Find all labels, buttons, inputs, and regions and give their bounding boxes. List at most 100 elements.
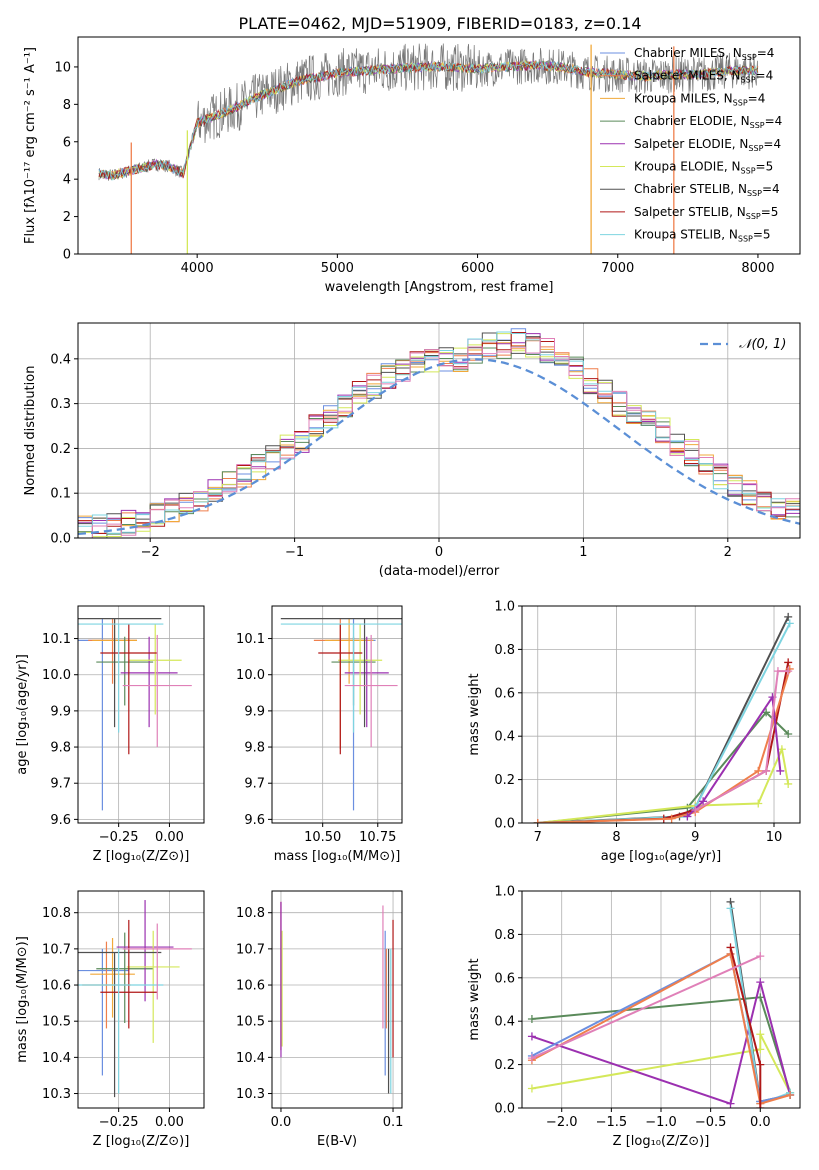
x-tick-label: 0 <box>435 545 443 560</box>
plot-area <box>78 328 800 538</box>
x-tick-label: −0.25 <box>99 1115 139 1130</box>
legend-entry: Salpeter MILES, NSSP=4 <box>634 69 773 85</box>
chart-weight_vs_age: 7 8 9 10 0.0 0.2 0.4 0.6 0.8 1.0 age [log₁₀(age/yr… <box>467 600 801 864</box>
y-tick-label: 10.5 <box>42 1015 71 1030</box>
axes-frame <box>77 36 801 255</box>
y-axis-label: mass [log₁₀(M/M⊙)] <box>15 936 30 1063</box>
y-tick-label: 10.0 <box>236 668 265 683</box>
series-marker <box>726 904 735 913</box>
x-tick-label: −2.0 <box>546 1115 578 1130</box>
y-tick-label: 10 <box>54 60 71 75</box>
plot-area <box>98 43 759 254</box>
legend-entry: Chabrier ELODIE, NSSP=4 <box>634 114 782 130</box>
x-tick-label: 10 <box>766 830 783 845</box>
y-tick-label: 9.6 <box>50 813 71 828</box>
plot-area <box>527 897 795 1108</box>
y-tick-label: 0.0 <box>50 532 71 547</box>
series-marker <box>726 943 735 952</box>
y-tick-label: 10.4 <box>42 1051 71 1066</box>
x-tick-label: 8 <box>612 830 620 845</box>
series-marker <box>756 1045 765 1054</box>
x-tick-label: 7000 <box>601 261 634 276</box>
plot-area <box>78 618 192 811</box>
x-axis-label: wavelength [Angstrom, rest frame] <box>325 280 554 295</box>
y-tick-label: 10.3 <box>236 1087 265 1102</box>
series-marker <box>776 766 785 775</box>
chart-mass_vs_Z: −0.25 0.00 10.3 10.4 10.5 10.6 10.7 10.8 Z [log₁… <box>15 890 205 1149</box>
plot-area <box>78 900 192 1098</box>
chart-age_vs_mass: 10.50 10.75 9.6 9.7 9.8 9.9 10.0 10.1 mass [log₁… <box>236 605 403 864</box>
legend-entry: Kroupa MILES, NSSP=4 <box>634 91 765 107</box>
x-tick-label: 5000 <box>321 261 354 276</box>
x-axis-label: Z [log₁₀(Z/Z⊙)] <box>93 1134 190 1149</box>
axes-frame <box>77 890 205 1109</box>
x-axis-label: Z [log₁₀(Z/Z⊙)] <box>613 1134 710 1149</box>
y-axis-label: Flux [fλ10⁻¹⁷ erg cm⁻² s⁻¹ A⁻¹] <box>23 47 38 244</box>
y-tick-label: 0.1 <box>50 487 71 502</box>
x-tick-label: −0.25 <box>99 830 139 845</box>
series-marker <box>527 1054 536 1063</box>
axes-frame <box>521 605 801 824</box>
series-marker <box>784 779 793 788</box>
y-axis-label: Normed distribution <box>23 366 38 496</box>
y-axis-label: age [log₁₀(age/yr)] <box>15 654 30 775</box>
series-line-miles_salpeter <box>531 952 791 1105</box>
y-tick-label: 0.2 <box>50 442 71 457</box>
series-marker <box>667 814 676 823</box>
model-spectrum-stelib_salpeter <box>98 60 759 181</box>
series-line-elodie_kroupa <box>537 745 790 823</box>
y-tick-label: 10.3 <box>42 1087 71 1102</box>
model-spectrum-stelib_kroupa <box>98 60 759 181</box>
x-tick-label: 0.0 <box>271 1115 292 1130</box>
y-tick-label: 10.0 <box>42 668 71 683</box>
series-marker <box>683 812 692 821</box>
series-marker <box>756 978 765 987</box>
x-tick-label: 10.75 <box>359 830 396 845</box>
x-tick-label: 1 <box>579 545 587 560</box>
x-axis-label: age [log₁₀(age/yr)] <box>601 849 722 864</box>
series-line-model_pink <box>694 670 789 811</box>
histogram-model_pink <box>78 338 800 538</box>
legend-entry: Salpeter ELODIE, NSSP=4 <box>634 137 781 153</box>
x-tick-label: 6000 <box>461 261 494 276</box>
series-marker <box>756 952 765 961</box>
y-tick-label: 10.8 <box>42 906 71 921</box>
series-marker <box>754 766 763 775</box>
y-tick-label: 10.7 <box>236 942 265 957</box>
x-tick-label: 8000 <box>741 261 774 276</box>
series-marker <box>527 1084 536 1093</box>
y-tick-label: 10.1 <box>42 632 71 647</box>
series-line-stelib_chabrier <box>537 616 790 823</box>
series-marker <box>683 803 692 812</box>
y-tick-label: 0.8 <box>494 928 515 943</box>
x-tick-label: 0.00 <box>155 830 184 845</box>
series-marker <box>777 745 786 754</box>
y-tick-label: 0.4 <box>50 352 71 367</box>
y-tick-label: 9.8 <box>50 741 71 756</box>
y-tick-label: 9.8 <box>244 741 265 756</box>
x-tick-label: 7 <box>534 830 542 845</box>
y-tick-label: 9.9 <box>50 704 71 719</box>
y-tick-label: 9.6 <box>244 813 265 828</box>
legend-entry: Kroupa ELODIE, NSSP=5 <box>634 160 773 176</box>
series-marker <box>785 619 794 628</box>
y-tick-label: 10.5 <box>236 1015 265 1030</box>
y-axis-label: mass weight <box>467 673 482 755</box>
series-marker <box>756 1030 765 1039</box>
series-marker <box>784 730 793 739</box>
x-tick-label: −1 <box>285 545 304 560</box>
x-tick-label: 10.50 <box>304 830 341 845</box>
x-tick-label: 0.00 <box>155 1115 184 1130</box>
y-tick-label: 9.7 <box>50 777 71 792</box>
series-marker <box>533 819 542 823</box>
y-tick-label: 0.2 <box>494 773 515 788</box>
series-line-model_pink <box>531 955 761 1060</box>
series-marker <box>784 667 793 676</box>
y-tick-label: 10.1 <box>236 632 265 647</box>
series-line-elodie_kroupa <box>531 1033 791 1094</box>
y-tick-label: 0 <box>63 248 71 263</box>
series-marker <box>756 993 765 1002</box>
series-marker <box>691 805 700 814</box>
plot-area <box>533 612 794 823</box>
